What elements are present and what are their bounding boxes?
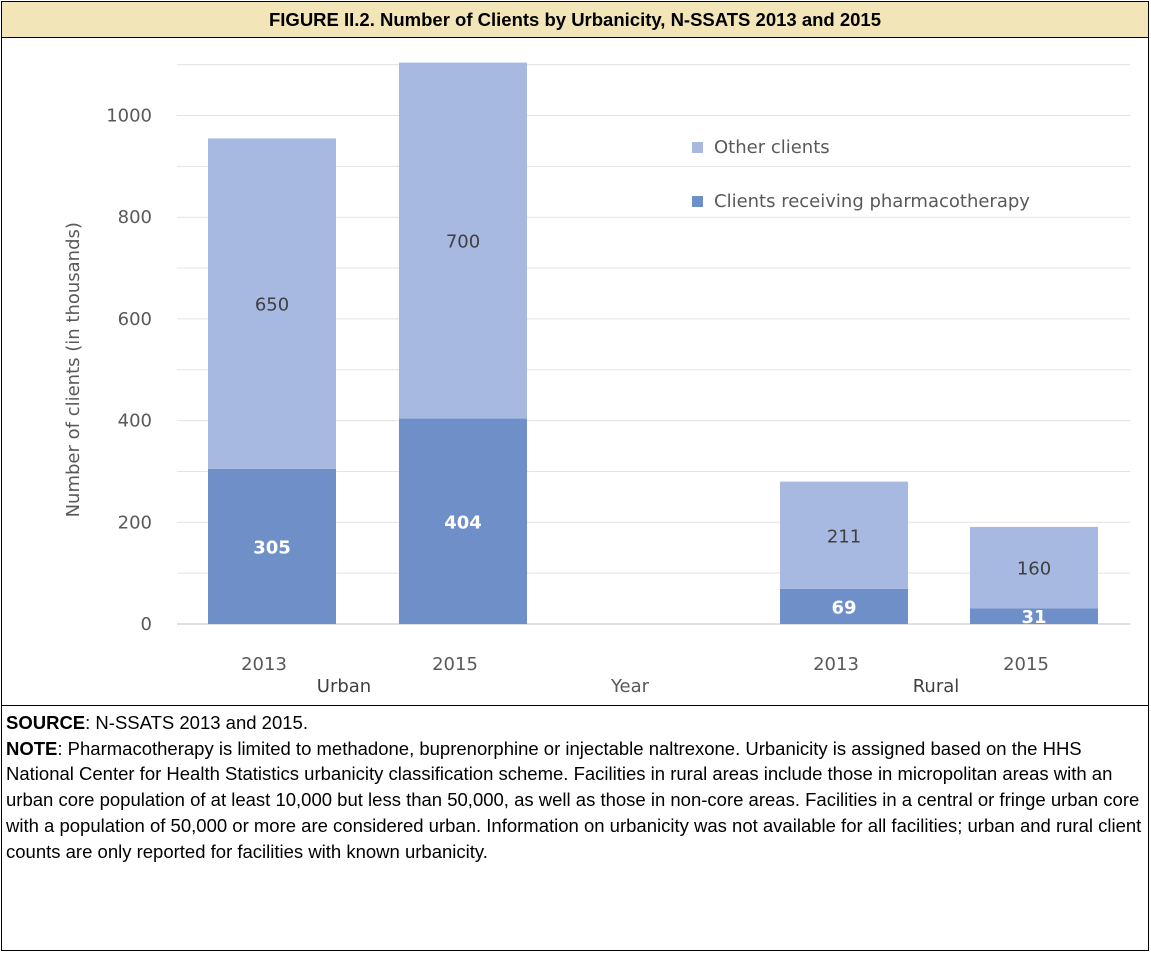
data-label-other-clients: 211 [827,526,861,547]
figure-notes: SOURCE: N-SSATS 2013 and 2015. NOTE: Pha… [6,710,1146,864]
bar-segment-other-clients [399,62,527,419]
bar-segment-pharmacotherapy [970,608,1098,624]
figure-title: FIGURE II.2. Number of Clients by Urbani… [2,2,1148,38]
source-label: SOURCE [6,712,86,733]
data-label-pharmacotherapy: 404 [444,512,482,533]
y-tick-label: 0 [141,614,152,635]
bar-segment-pharmacotherapy [399,418,527,624]
bars [208,62,1098,624]
y-axis-title: Number of clients (in thousands) [63,222,84,517]
stacked-bar-chart: 305 650 404 700 69 211 31 160 0 200 400 600 800 1000… [63,62,1130,698]
source-text: : N-SSATS 2013 and 2015. [85,712,308,733]
note-text: : Pharmacotherapy is limited to methadon… [6,737,1142,862]
data-label-pharmacotherapy: 31 [1021,607,1046,628]
data-label-pharmacotherapy: 305 [253,537,291,558]
y-tick-label: 800 [118,207,152,228]
y-tick-label: 400 [118,411,152,432]
x-tick-label: 2015 [432,654,478,675]
group-label-urban: Urban [317,676,371,697]
data-label-pharmacotherapy: 69 [831,597,856,618]
y-tick-label: 600 [118,309,152,330]
chart-area: 305 650 404 700 69 211 31 160 0 200 400 600 800 1000… [2,38,1148,706]
group-label-rural: Rural [913,676,960,697]
x-tick-label: 2013 [241,654,287,675]
axes: 0 200 400 600 800 1000 Number of clients (in t… [63,106,1049,698]
bar-segment-other-clients [780,481,908,589]
legend-label: Clients receiving pharmacotherapy [714,191,1030,212]
y-tick-label: 200 [118,512,152,533]
bar-segment-other-clients [970,526,1098,609]
note-label: NOTE [6,737,58,759]
note-paragraph: NOTE: Pharmacotherapy is limited to meth… [6,736,1146,865]
bar-segment-pharmacotherapy [208,468,336,624]
legend-swatch [692,142,703,153]
data-label-other-clients: 650 [255,295,289,316]
bar-segment-pharmacotherapy [780,588,908,624]
y-tick-label: 1000 [106,106,152,127]
data-label-other-clients: 700 [446,232,480,253]
source-note: SOURCE: N-SSATS 2013 and 2015. [6,710,1146,736]
data-label-other-clients: 160 [1017,559,1051,580]
legend-swatch [692,196,703,207]
x-tick-label: 2013 [813,654,859,675]
legend: Other clients Clients receiving pharmacot… [692,137,1030,212]
bar-segment-other-clients [208,138,336,469]
x-axis-title: Year [610,676,650,697]
legend-label: Other clients [714,137,830,158]
data-labels: 305 650 404 700 69 211 31 160 [253,232,1051,629]
x-tick-label: 2015 [1003,654,1049,675]
